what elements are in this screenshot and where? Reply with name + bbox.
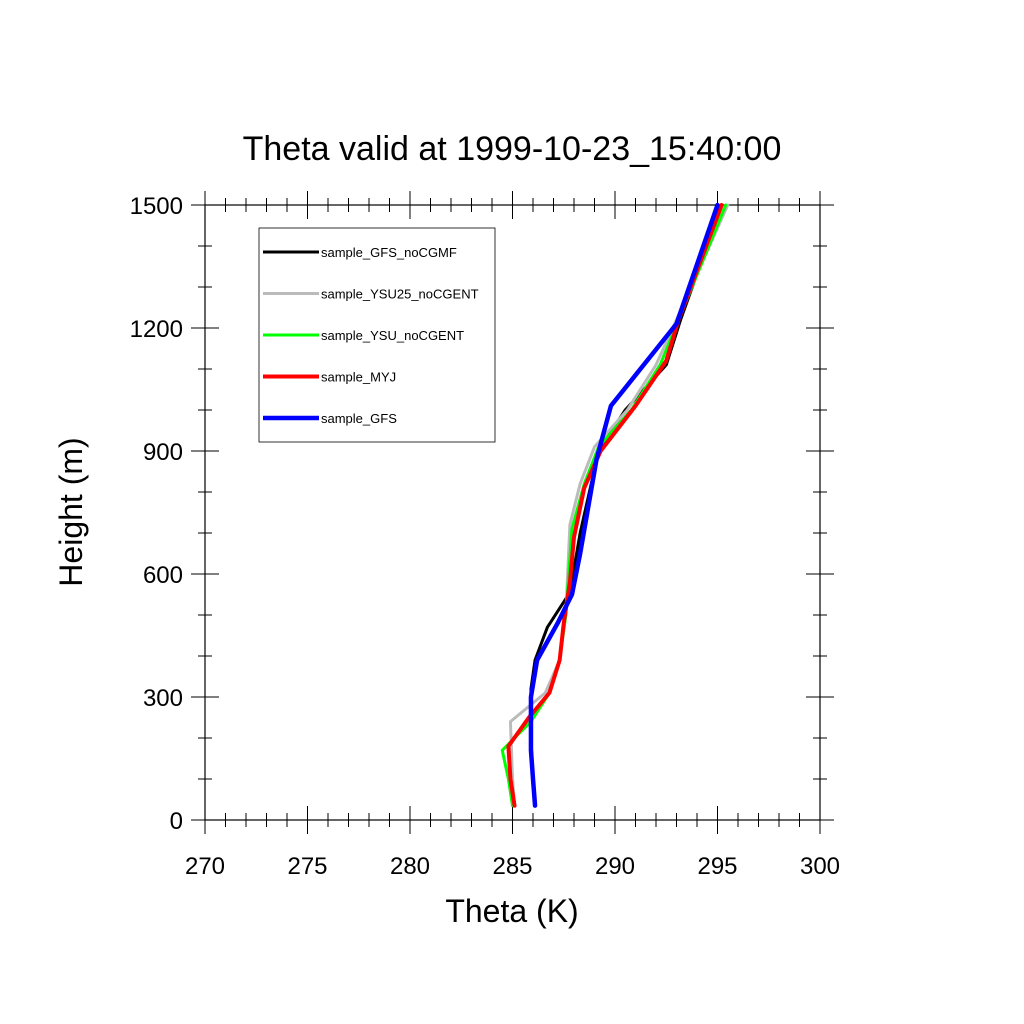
y-tick-label: 900 — [143, 439, 183, 466]
legend-label: sample_MYJ — [321, 370, 396, 385]
plot-area: 270 275 280 285 290 295 300 0 300 600 900 1200 1500 — [130, 191, 840, 880]
y-axis-label: Height (m) — [53, 437, 89, 586]
chart-title: Theta valid at 1999-10-23_15:40:00 — [243, 130, 782, 168]
x-tick-label: 300 — [800, 853, 840, 880]
legend: sample_GFS_noCGMF sample_YSU25_noCGENTsam… — [258, 227, 496, 443]
x-tick-label: 275 — [287, 853, 327, 880]
y-tick-label: 300 — [143, 685, 183, 712]
series-line-sample_GFS — [528, 202, 720, 808]
series-line-sample_GFS_noCGMF — [529, 203, 724, 808]
x-tick-label: 285 — [492, 853, 532, 880]
x-tick-label: 290 — [595, 853, 635, 880]
x-tick-label: 280 — [390, 853, 430, 880]
x-axis-label: Theta (K) — [445, 893, 578, 929]
y-tick-label: 1200 — [130, 316, 183, 343]
series-line-sample_YSU_noCGENT — [500, 203, 728, 808]
legend-label: sample_YSU_noCGENT — [321, 328, 464, 343]
legend-items: sample_GFS_noCGMF sample_YSU25_noCGENTsam… — [263, 245, 479, 426]
y-tick-label: 0 — [170, 808, 183, 835]
series-line-sample_MYJ — [506, 203, 724, 808]
series-line-sample_YSU25_noCGENT — [508, 203, 730, 808]
x-tick-label: 270 — [185, 853, 225, 880]
axis-ticks — [191, 191, 834, 834]
y-tick-label: 1500 — [130, 193, 183, 220]
series-lines — [500, 202, 730, 808]
legend-label: sample_YSU25_noCGENT — [321, 287, 479, 302]
y-tick-label: 600 — [143, 562, 183, 589]
x-tick-label: 295 — [697, 853, 737, 880]
legend-label: sample_GFS_noCGMF — [321, 245, 457, 260]
legend-label: sample_GFS — [321, 411, 397, 426]
tick-labels: 270 275 280 285 290 295 300 0 300 600 900 1200 1500 — [130, 193, 840, 880]
